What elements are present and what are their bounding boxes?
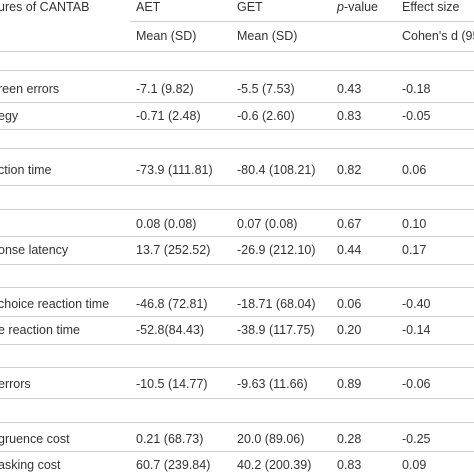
row-divider	[0, 398, 474, 399]
row-divider	[0, 129, 474, 130]
row-get-value: 0.07 (0.08)	[237, 217, 298, 231]
p-suffix: -value	[343, 0, 378, 14]
row-divider	[0, 287, 474, 288]
col-header-aet: AET	[136, 0, 161, 14]
row-get-value: -80.4 (108.21)	[237, 163, 316, 177]
row-aet-value: -7.1 (9.82)	[136, 82, 194, 96]
col-header-measures: ures of CANTAB	[0, 0, 90, 14]
row-label: ction time	[0, 163, 52, 177]
row-effect-size: 0.10	[402, 217, 427, 231]
row-effect-size: -0.05	[402, 109, 431, 123]
row-aet-value: 0.08 (0.08)	[136, 217, 197, 231]
row-divider	[0, 367, 474, 368]
row-label: e reaction time	[0, 323, 80, 337]
row-label: onse latency	[0, 243, 69, 257]
row-aet-value: -73.9 (111.81)	[136, 163, 213, 177]
subheader-aet: Mean (SD)	[136, 29, 197, 43]
col-header-effect-size: Effect size	[402, 0, 460, 14]
row-aet-value: 60.7 (239.84)	[136, 458, 211, 472]
row-effect-size: 0.09	[402, 458, 427, 472]
row-get-value: -18.71 (68.04)	[237, 297, 316, 311]
row-effect-size: -0.25	[402, 432, 431, 446]
row-divider	[0, 102, 474, 103]
row-p-value: 0.67	[337, 217, 362, 231]
row-aet-value: -10.5 (14.77)	[136, 377, 208, 391]
row-p-value: 0.83	[337, 458, 362, 472]
row-label: egy	[0, 109, 19, 123]
row-label: asking cost	[0, 458, 61, 472]
row-divider	[0, 344, 474, 345]
row-label: errors	[0, 377, 31, 391]
subheader-divider	[0, 51, 474, 52]
row-p-value: 0.28	[337, 432, 362, 446]
subheader-get: Mean (SD)	[237, 29, 298, 43]
subheader-effect: Cohen's d (95	[402, 29, 474, 43]
row-effect-size: 0.17	[402, 243, 427, 257]
row-get-value: 20.0 (89.06)	[237, 432, 305, 446]
row-divider	[0, 451, 474, 452]
row-get-value: -38.9 (117.75)	[237, 323, 315, 337]
row-get-value: -5.5 (7.53)	[237, 82, 295, 96]
row-label: choice reaction time	[0, 297, 110, 311]
row-divider	[0, 185, 474, 186]
row-divider	[0, 422, 474, 423]
row-divider	[0, 316, 474, 317]
row-p-value: 0.44	[337, 243, 362, 257]
row-p-value: 0.43	[337, 82, 362, 96]
row-effect-size: -0.18	[402, 82, 431, 96]
row-label: gruence cost	[0, 432, 70, 446]
row-effect-size: 0.06	[402, 163, 427, 177]
row-divider	[0, 148, 474, 149]
section-divider	[0, 70, 474, 71]
col-header-get: GET	[237, 0, 263, 14]
row-p-value: 0.06	[337, 297, 362, 311]
header-divider	[130, 21, 474, 22]
row-label: reen errors	[0, 82, 60, 96]
row-get-value: -0.6 (2.60)	[237, 109, 295, 123]
row-divider	[0, 236, 474, 237]
row-aet-value: -46.8 (72.81)	[136, 297, 208, 311]
row-p-value: 0.83	[337, 109, 362, 123]
row-aet-value: -52.8(84.43)	[136, 323, 205, 337]
row-p-value: 0.82	[337, 163, 362, 177]
row-divider	[0, 209, 474, 210]
row-aet-value: 13.7 (252.52)	[136, 243, 211, 257]
row-aet-value: -0.71 (2.48)	[136, 109, 201, 123]
p-italic: p	[337, 0, 344, 14]
row-effect-size: -0.14	[402, 323, 431, 337]
row-p-value: 0.89	[337, 377, 362, 391]
row-get-value: 40.2 (200.39)	[237, 458, 312, 472]
row-divider	[0, 264, 474, 265]
row-get-value: -9.63 (11.66)	[237, 377, 308, 391]
row-effect-size: -0.06	[402, 377, 431, 391]
row-p-value: 0.20	[337, 323, 362, 337]
row-effect-size: -0.40	[402, 297, 431, 311]
row-aet-value: 0.21 (68.73)	[136, 432, 204, 446]
col-header-pvalue: p-value	[337, 0, 378, 15]
row-get-value: -26.9 (212.10)	[237, 243, 316, 257]
